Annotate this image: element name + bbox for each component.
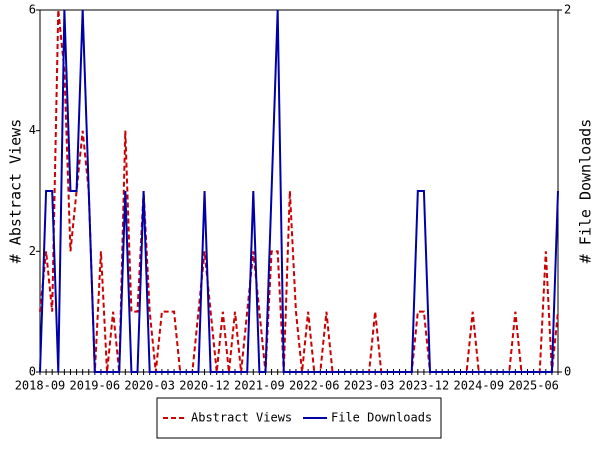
y-tick-label: 6 bbox=[29, 3, 36, 17]
x-tick-label: 2022-06 bbox=[289, 379, 340, 393]
x-tick-label: 2023-03 bbox=[344, 379, 395, 393]
y2-tick-label: 2 bbox=[564, 3, 571, 17]
legend-label: File Downloads bbox=[331, 411, 432, 425]
series-line bbox=[39, 9, 559, 373]
x-tick-label: 2023-12 bbox=[399, 379, 450, 393]
series-line bbox=[39, 9, 559, 373]
x-tick-label: 2020-12 bbox=[179, 379, 230, 393]
x-tick-label: 2018-09 bbox=[15, 379, 66, 393]
legend-label: Abstract Views bbox=[191, 411, 292, 425]
x-tick-label: 2021-09 bbox=[234, 379, 285, 393]
x-tick-label: 2020-03 bbox=[124, 379, 175, 393]
y-axis-label: # Abstract Views bbox=[7, 119, 25, 264]
x-tick-label: 2024-09 bbox=[453, 379, 504, 393]
x-tick-label: 2025-06 bbox=[508, 379, 559, 393]
y2-axis-label: # File Downloads bbox=[577, 119, 595, 264]
y2-tick-label: 0 bbox=[564, 365, 571, 379]
x-tick-label: 2019-06 bbox=[70, 379, 121, 393]
y-tick-label: 4 bbox=[29, 123, 36, 137]
y-tick-label: 2 bbox=[29, 244, 36, 258]
legend-box bbox=[156, 397, 442, 439]
y-tick-label: 0 bbox=[29, 365, 36, 379]
plot-frame bbox=[39, 9, 559, 373]
